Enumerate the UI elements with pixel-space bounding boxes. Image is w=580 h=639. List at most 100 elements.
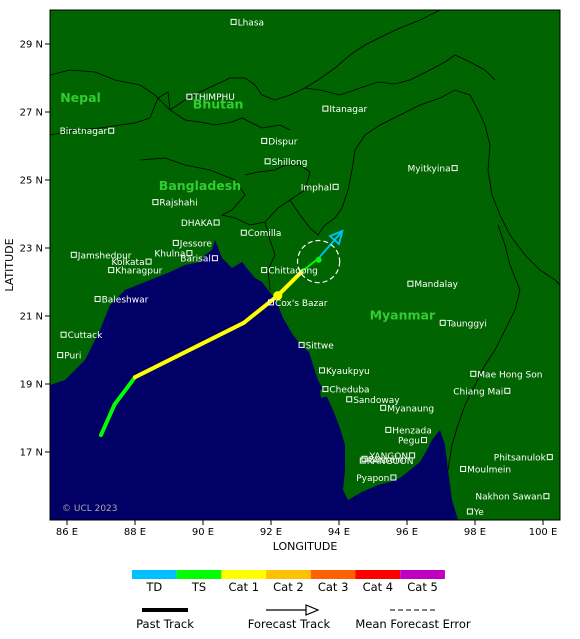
x-axis-tick-label: 94 E xyxy=(328,527,350,538)
island-cheduba xyxy=(320,388,328,398)
city-label: DHAKA xyxy=(181,219,214,229)
city-marker xyxy=(172,239,179,246)
city-marker xyxy=(152,199,159,206)
island-ramree xyxy=(315,368,327,382)
city-marker xyxy=(407,280,414,287)
city-marker xyxy=(230,18,237,25)
city-marker xyxy=(145,258,152,265)
mean-forecast-error-legend-label: Mean Forecast Error xyxy=(355,617,471,631)
country-label: Myanmar xyxy=(370,307,436,322)
city-marker xyxy=(409,452,416,459)
city-marker xyxy=(264,158,271,165)
city-label: THIMPHU xyxy=(192,93,234,103)
city-marker xyxy=(57,352,64,359)
x-axis-tick-label: 88 E xyxy=(124,527,146,538)
country-label: Bhutan xyxy=(193,97,244,112)
city-marker xyxy=(322,105,329,112)
city-marker xyxy=(451,165,458,172)
city-marker xyxy=(261,137,268,144)
city-marker xyxy=(460,466,467,472)
city-marker xyxy=(94,296,101,302)
city-marker xyxy=(213,219,220,226)
city-label: Cuttack xyxy=(68,331,104,341)
city-marker xyxy=(470,370,477,377)
past-track-segment xyxy=(99,402,117,437)
legend-swatch xyxy=(400,570,445,579)
city-label: Myanaung xyxy=(387,404,434,414)
city-marker xyxy=(268,299,274,306)
city-marker xyxy=(261,267,268,274)
city-label: Imphal xyxy=(301,183,332,193)
past-track-legend-label: Past Track xyxy=(136,617,194,631)
city-label: Kyaukpyu xyxy=(326,367,370,377)
city-label: Mae Hong Son xyxy=(477,370,542,380)
city-marker xyxy=(186,250,193,257)
city-label: YANGON xyxy=(369,452,408,462)
legend-swatch xyxy=(266,570,311,579)
forecast-arrow-icon xyxy=(328,229,344,246)
city-marker xyxy=(108,267,115,274)
y-axis-tick-label: 25 N xyxy=(20,176,43,187)
city-label: Jessore xyxy=(179,239,213,249)
country-borders xyxy=(50,10,560,471)
forecast-track-segment xyxy=(317,230,344,259)
city-marker xyxy=(186,93,193,100)
forecast-point xyxy=(315,256,322,263)
past-track-segment xyxy=(275,269,304,298)
city-marker xyxy=(211,255,218,262)
city-label: Sittwe xyxy=(306,341,335,351)
legend-category-label: Cat 1 xyxy=(228,580,259,594)
city-marker xyxy=(504,387,511,394)
current-position-marker xyxy=(273,291,283,301)
city-marker xyxy=(332,183,339,190)
city-label: Rajshahi xyxy=(159,199,197,209)
x-axis-title: LONGITUDE xyxy=(273,540,338,553)
city-label: Chittagong xyxy=(268,267,318,277)
city-label: Chiang Mai xyxy=(453,387,503,397)
city-marker xyxy=(359,457,366,464)
city-marker xyxy=(380,404,387,411)
city-label: Phitsanulok xyxy=(494,454,547,464)
x-axis-tick-label: 98 E xyxy=(464,527,486,538)
city-marker xyxy=(466,508,473,515)
city-marker xyxy=(385,426,392,433)
plot-frame xyxy=(49,9,561,521)
y-axis-tick-label: 19 N xyxy=(20,380,43,391)
city-label: Pegu xyxy=(398,437,420,447)
city-marker xyxy=(546,454,553,461)
city-label: Pyapon xyxy=(356,474,389,484)
city-marker xyxy=(298,341,305,348)
y-axis-title: LATITUDE xyxy=(3,238,16,291)
copyright-label: © UCL 2023 xyxy=(62,504,118,514)
x-axis-tick-label: 90 E xyxy=(192,527,214,538)
country-label: Bangladesh xyxy=(159,178,241,193)
y-axis-tick-label: 27 N xyxy=(20,108,43,119)
legend-swatch xyxy=(132,570,177,579)
city-label: Baleshwar xyxy=(102,296,149,306)
city-label: Jamshedpur xyxy=(77,251,132,261)
y-axis-tick-label: 29 N xyxy=(20,40,43,51)
legend-category-label: TS xyxy=(191,580,206,594)
city-label: Comilla xyxy=(248,229,282,239)
city-label: Shillong xyxy=(272,158,308,168)
legend-swatch xyxy=(355,570,401,579)
legend-category-label: TD xyxy=(145,580,162,594)
city-marker xyxy=(439,319,446,326)
city-marker xyxy=(108,127,115,134)
past-track-segment xyxy=(112,375,137,407)
past-track-segment xyxy=(173,320,246,359)
city-label: Myitkyina xyxy=(408,165,451,175)
x-axis-tick-label: 96 E xyxy=(396,527,418,538)
city-label: Ye xyxy=(473,508,484,518)
city-label: Biratnagar xyxy=(60,127,108,137)
city-marker xyxy=(421,437,427,444)
sea-area xyxy=(50,240,458,520)
city-label: Cox's Bazar xyxy=(275,299,328,309)
y-axis-tick-label: 21 N xyxy=(20,312,43,323)
legend-swatch xyxy=(221,570,267,579)
forecast-track-legend-label: Forecast Track xyxy=(248,617,331,631)
y-axis-tick-label: 23 N xyxy=(20,244,43,255)
city-marker xyxy=(322,386,329,393)
city-label: Cheduba xyxy=(329,386,369,396)
city-marker xyxy=(319,367,325,374)
